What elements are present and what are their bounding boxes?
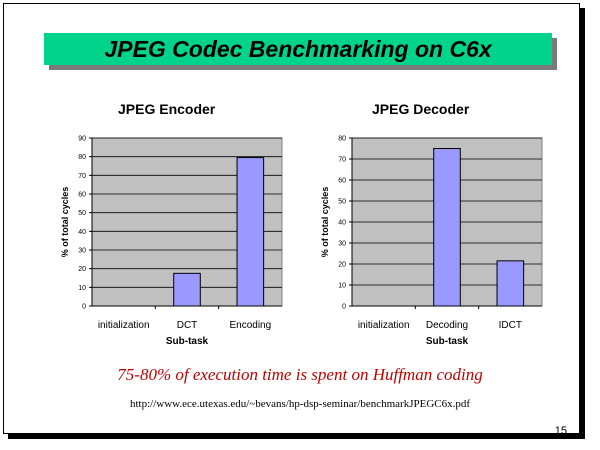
encoder-ytick-label: 70 <box>78 173 86 180</box>
decoder-xlabel: Sub-task <box>426 336 469 347</box>
encoder-xtick-label: initialization <box>98 320 150 331</box>
decoder-chart: 0 10 20 30 40 50 60 70 80 initialization Decoding I… <box>320 136 543 347</box>
encoder-bar-2 <box>236 157 265 307</box>
page-number: 15 <box>554 425 567 437</box>
decoder-xtick-label: IDCT <box>499 320 522 331</box>
encoder-ytick-label: 30 <box>78 248 86 255</box>
slide-title: JPEG Codec Benchmarking on C6x <box>104 36 492 62</box>
encoder-ytick-label: 20 <box>78 266 86 273</box>
decoder-xtick-label: initialization <box>358 320 410 331</box>
encoder-bar-1 <box>173 272 201 307</box>
decoder-ylabel: % of total cycles <box>320 187 330 258</box>
encoder-ytick-label: 10 <box>78 285 86 292</box>
encoder-ytick-label: 50 <box>78 210 86 217</box>
encoder-ytick-label: 60 <box>78 192 86 199</box>
encoder-ytick-label: 80 <box>78 154 86 161</box>
encoder-ytick-label: 0 <box>82 304 86 311</box>
encoder-chart: 0 10 20 30 40 50 60 70 80 90 initialization DCT Enco… <box>60 136 283 347</box>
encoder-xlabel: Sub-task <box>166 336 209 347</box>
encoder-ytick-label: 90 <box>78 136 86 143</box>
source-url: http://www.ece.utexas.edu/~bevans/hp-dsp… <box>129 398 471 410</box>
decoder-ytick-label: 20 <box>338 262 346 269</box>
encoder-ylabel: % of total cycles <box>60 187 70 258</box>
decoder-ytick-label: 10 <box>338 283 346 290</box>
decoder-ytick-label: 0 <box>342 304 346 311</box>
encoder-xtick-label: Encoding <box>229 320 271 331</box>
decoder-ytick-label: 30 <box>338 241 346 248</box>
slide-title-box: JPEG Codec Benchmarking on C6x <box>44 33 552 65</box>
encoder-chart-title: JPEG Encoder <box>118 101 216 117</box>
decoder-ytick-label: 80 <box>338 136 346 143</box>
encoder-xtick-label: DCT <box>177 320 198 331</box>
decoder-bar-2 <box>496 260 525 307</box>
decoder-ytick-label: 50 <box>338 199 346 206</box>
decoder-ytick-label: 70 <box>338 157 346 164</box>
decoder-xtick-label: Decoding <box>426 320 468 331</box>
footnote: 75-80% of execution time is spent on Huf… <box>117 365 483 384</box>
encoder-ytick-label: 40 <box>78 229 86 236</box>
decoder-chart-title: JPEG Decoder <box>372 101 470 117</box>
decoder-ytick-label: 40 <box>338 220 346 227</box>
decoder-ytick-label: 60 <box>338 178 346 185</box>
decoder-bar-1 <box>433 148 461 307</box>
